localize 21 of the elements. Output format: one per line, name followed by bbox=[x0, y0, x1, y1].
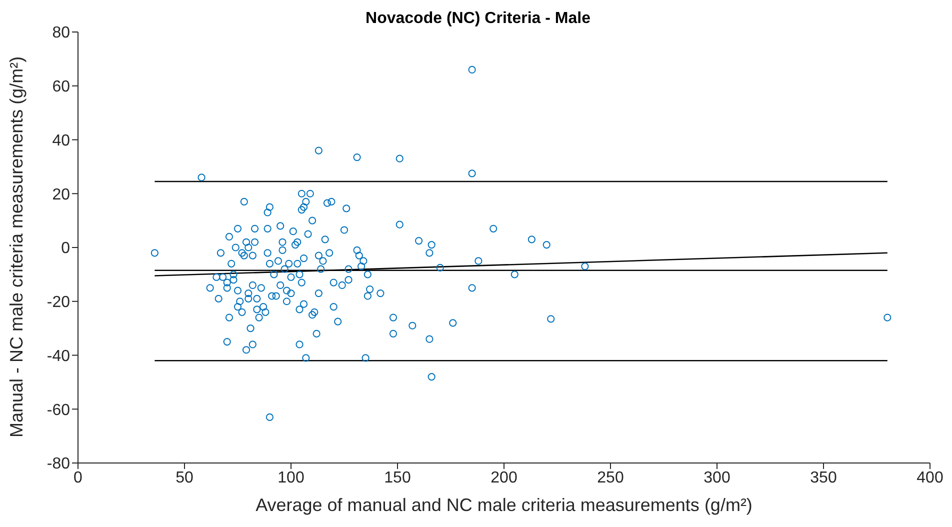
x-tick-label: 250 bbox=[597, 469, 624, 486]
y-tick-label: 80 bbox=[52, 24, 70, 42]
x-axis-title: Average of manual and NC male criteria measurements (g/m²) bbox=[256, 495, 752, 515]
x-tick-label: 0 bbox=[74, 469, 83, 486]
x-tick-label: 200 bbox=[490, 469, 518, 486]
x-tick-label: 150 bbox=[384, 469, 411, 486]
y-tick-label: 0 bbox=[61, 240, 70, 258]
x-tick-label: 100 bbox=[278, 469, 304, 486]
chart-title: Novacode (NC) Criteria - Male bbox=[366, 10, 590, 27]
y-tick-label: 20 bbox=[52, 186, 70, 204]
x-tick-label: 50 bbox=[176, 469, 194, 486]
x-tick-label: 300 bbox=[704, 469, 730, 486]
y-tick-label: -60 bbox=[46, 402, 70, 419]
y-tick-label: -40 bbox=[46, 348, 70, 365]
y-tick-label: -20 bbox=[46, 294, 70, 312]
y-tick-label: -80 bbox=[46, 456, 70, 473]
x-tick-label: 400 bbox=[916, 469, 944, 486]
y-tick-label: 40 bbox=[52, 132, 70, 150]
y-tick-label: 60 bbox=[52, 78, 70, 96]
y-axis-title: Manual - NC male criteria measurements (g/m²) bbox=[6, 56, 26, 438]
x-tick-label: 350 bbox=[810, 469, 837, 486]
